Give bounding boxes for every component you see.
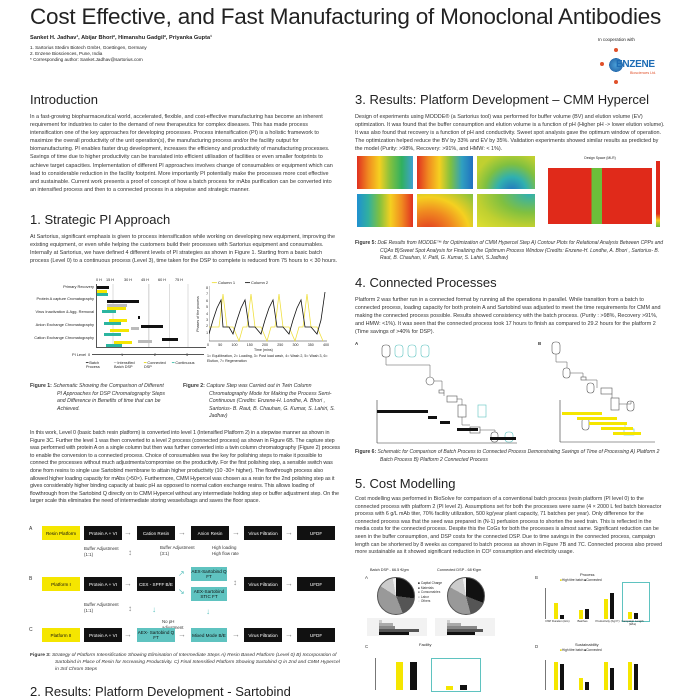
section-heading-strategic-pi: 1. Strategic PI Approach	[30, 212, 171, 227]
process-chart-title: Process	[580, 572, 595, 577]
bar-batch	[138, 316, 140, 319]
section-heading-sartobind: 2. Results: Platform Development - Sarto…	[30, 684, 291, 699]
bar-legend: ■High titre batch ■Connected	[560, 648, 602, 652]
pie-title: Connected DSP - 68 €/gm	[437, 568, 482, 572]
pie-legend: ■ Capital Charge ■ Materials ■ Consumables…	[418, 581, 443, 604]
facility-bars	[375, 658, 485, 692]
platform-2-label: Platform II	[42, 628, 80, 642]
figure-2-chart: ━━ Column 1 ━━ Column 2 Phases of the pr…	[192, 280, 332, 380]
section-heading-cost-modelling: 5. Cost Modelling	[355, 476, 456, 491]
row-label: Anion Exchange Chromatography	[35, 322, 94, 327]
figure-7-charts: Batch DSP - 66.5 €/gm Connected DSP - 68…	[355, 568, 667, 692]
strategic-pi-text: At Sartorius, significant emphasis is gi…	[30, 234, 338, 265]
y-label: Phases of the process	[195, 296, 200, 332]
row-label: Primary Recovery	[63, 284, 94, 289]
bar-intensified	[131, 327, 139, 330]
bar-batch	[107, 300, 139, 303]
authors: Sanket H. Jadhav¹, Abijar Bhori², Himans…	[30, 35, 212, 41]
bar-continuous	[97, 293, 108, 296]
figure-2-legend: ━━ Column 1 ━━ Column 2	[212, 280, 269, 285]
pie-title: Batch DSP - 66.5 €/gm	[370, 568, 409, 572]
connected-breakdown-bars	[435, 618, 495, 636]
x-label: Time (mins)	[254, 348, 273, 352]
section-heading-introduction: Introduction	[30, 92, 98, 107]
sustainability-chart-title: Sustainability	[575, 642, 599, 647]
affiliation: 1. Sartorius Stedim Biotech GmbH, Goetti…	[30, 45, 147, 50]
batch-breakdown-bars	[367, 618, 427, 636]
bar-connected	[110, 329, 129, 332]
platform-1-label: Platform I	[42, 577, 80, 591]
affiliations: 1. Sartorius Stedim Biotech GmbH, Goetti…	[30, 45, 147, 63]
process-bars	[545, 582, 650, 622]
row-label: Virus Inactivation & Agg. Removal	[35, 309, 94, 314]
bar-batch	[162, 338, 178, 341]
figure-6-schematic: A B	[355, 340, 665, 445]
figure-2-caption: Figure 2: Capture Step was Carried out i…	[183, 383, 335, 420]
y-label-holder: Phases of the process	[195, 286, 200, 342]
strategic-pi-text-2: In this work, Level 0 (basic batch resin…	[30, 430, 340, 505]
twin-column-plot	[209, 286, 327, 342]
sustainability-bars	[545, 660, 645, 690]
facility-chart-title: Facility	[419, 642, 432, 647]
cost-modelling-text: Cost modelling was performed in BioSolve…	[355, 496, 663, 556]
figure-6-caption: Figure 6: Schematic for Comparison of Ba…	[355, 449, 660, 463]
bar-continuous	[102, 310, 116, 313]
corresponding-author: * Corresponding author: Sanket.Jadhav@sa…	[30, 57, 143, 62]
figure-5-caption: Figure 5: DoE Results from MODDE™ for Op…	[355, 240, 664, 261]
bar-connected	[114, 341, 132, 344]
affiliation: 2. Enzene Biosciences, Pune, India	[30, 51, 103, 56]
figure-1-caption: Figure 1: Schematic Showing the Comparis…	[30, 383, 166, 412]
section-heading-cmm-hypercel: 3. Results: Platform Development – CMM H…	[355, 92, 650, 107]
bar-intensified	[138, 340, 152, 343]
connected-processes-text: Platform 2 was further run in a connecte…	[355, 297, 661, 336]
enzene-logo: ENZENE Biosciences Ltd.	[600, 48, 662, 84]
bar-connected	[107, 307, 126, 310]
figure-3-caption: Figure 3: Strategy of Platform Intensifi…	[30, 653, 340, 672]
bar-continuous	[104, 322, 121, 325]
figure-1-legend: ━ Batch Process ━ Intensified Batch DSP …	[86, 361, 195, 369]
pi-level-axis: PI Level 0 1 2 3	[72, 352, 212, 357]
bar-connected	[109, 319, 127, 322]
introduction-text: In a fast-growing biopharmaceutical worl…	[30, 114, 333, 193]
figure-1-chart: 0 H 15 H 30 H 45 H 60 H 75 H Primary Rec…	[28, 278, 206, 378]
cmm-hypercel-text: Design of experiments using MODDE® (a Sa…	[355, 114, 665, 153]
poster-title: Cost Effective, and Fast Manufacturing o…	[30, 4, 662, 29]
process-categories: DSP Duration (Hrs) Batches Productivity (K…	[545, 619, 644, 627]
row-label: Cation Exchange Chromatography	[34, 335, 94, 340]
bar-connected	[97, 290, 107, 293]
contour-plots	[357, 156, 537, 228]
pie-batch-dsp	[377, 577, 415, 615]
row-label: Protein A capture Cromatography	[36, 296, 94, 301]
bar-continuous	[106, 344, 122, 347]
cooperation-label: In cooperation with	[598, 37, 635, 42]
phase-legend: 1= Equilibration, 2= Loading, 3= Post lo…	[207, 354, 328, 363]
sweet-spot-plot: Design Space (MLR)	[540, 156, 665, 228]
bar-batch	[141, 325, 163, 328]
resin-platform-label: Resin Platform	[42, 526, 80, 540]
bar-legend: ■High titre batch ■Connected	[560, 578, 602, 582]
pie-connected-dsp	[447, 577, 485, 615]
x-ticks: 0 50 100 150 200 250 300 350 400	[207, 343, 329, 347]
bar-intensified	[107, 304, 127, 307]
bar-continuous	[104, 333, 121, 336]
section-heading-connected-processes: 4. Connected Processes	[355, 275, 497, 290]
bar-batch	[97, 286, 109, 289]
